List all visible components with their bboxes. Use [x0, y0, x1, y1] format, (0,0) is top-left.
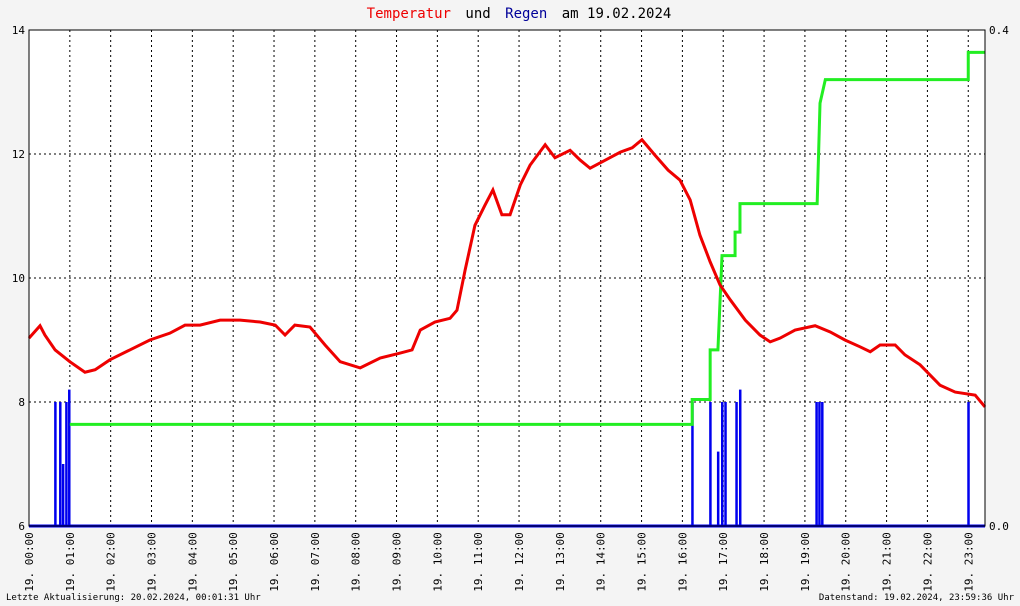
title-part: Regen [505, 6, 547, 22]
rain-bar [691, 402, 694, 526]
x-tick-label: 19. 01:00 [64, 532, 77, 592]
x-tick-label: 19. 17:00 [717, 532, 730, 592]
x-tick-label: 19. 11:00 [472, 532, 485, 592]
plot-frame [28, 29, 986, 527]
y-tick-label: 12 [12, 148, 25, 161]
x-tick-label: 19. 03:00 [146, 532, 159, 592]
title-part: und [465, 6, 490, 22]
x-tick-label: 19. 09:00 [391, 532, 404, 592]
rain-bar [59, 402, 62, 526]
rain-bar [724, 402, 727, 526]
rain-bar [709, 402, 712, 526]
rain-bar [735, 402, 738, 526]
rain-bar [821, 402, 824, 526]
plot-area [29, 30, 985, 526]
x-tick-label: 19. 04:00 [186, 532, 199, 592]
title-part: am 19.02.2024 [562, 6, 672, 22]
rain-bar [61, 464, 65, 526]
x-tick-label: 19. 20:00 [840, 532, 853, 592]
rain-bar [815, 402, 818, 526]
x-tick-label: 19. 21:00 [881, 532, 894, 592]
x-tick-label: 19. 10:00 [431, 532, 444, 592]
x-tick-label: 19. 08:00 [350, 532, 363, 592]
x-tick-label: 19. 15:00 [636, 532, 649, 592]
x-tick-label: 19. 22:00 [921, 532, 934, 592]
footer-right: Datenstand: 19.02.2024, 23:59:36 Uhr [819, 593, 1015, 603]
x-tick-label: 19. 23:00 [962, 532, 975, 592]
y-tick-label: 8 [18, 396, 25, 409]
rain-bar [818, 402, 821, 526]
line-series [69, 50, 985, 426]
x-tick-label: 19. 05:00 [227, 532, 240, 592]
line-series [27, 137, 987, 408]
chart-title: Temperatur und Regen am 19.02.2024 [367, 6, 672, 22]
rain-bar [721, 402, 724, 526]
x-tick-label: 19. 18:00 [758, 532, 771, 592]
x-tick-label: 19. 02:00 [105, 532, 118, 592]
x-tick-label: 19. 06:00 [268, 532, 281, 592]
y2-tick-label: 0.0 [989, 520, 1009, 533]
x-tick-label: 19. 07:00 [309, 532, 322, 592]
x-tick-label: 19. 19:00 [799, 532, 812, 592]
rain-bar [68, 389, 71, 526]
x-tick-label: 19. 16:00 [676, 532, 689, 592]
y2-tick-label: 0.4 [989, 24, 1009, 37]
x-tick-label: 19. 12:00 [513, 532, 526, 592]
title-part: Temperatur [367, 6, 451, 22]
x-tick-label: 19. 00:00 [23, 532, 36, 592]
footer-left: Letzte Aktualisierung: 20.02.2024, 00:01… [6, 593, 261, 603]
rain-bar [54, 402, 57, 526]
rain-bar [738, 389, 742, 526]
x-tick-label: 19. 14:00 [595, 532, 608, 592]
rain-bar [716, 451, 720, 526]
x-tick-label: 19. 13:00 [554, 532, 567, 592]
rain-bar [65, 402, 68, 526]
y-tick-label: 10 [12, 272, 25, 285]
y-tick-label: 14 [12, 24, 26, 37]
rain-bar [967, 402, 970, 526]
y-tick-label: 6 [18, 520, 25, 533]
